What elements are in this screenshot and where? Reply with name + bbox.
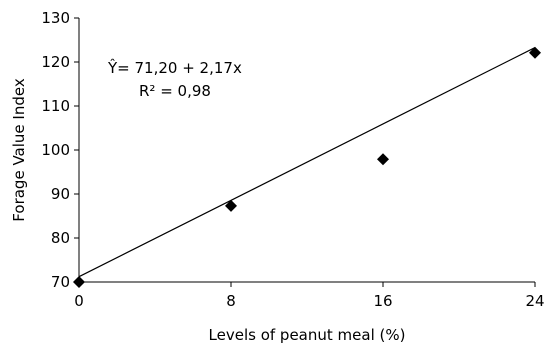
x-tick-label: 0 (74, 292, 84, 310)
y-tick-label: 70 (51, 273, 70, 291)
data-point-diamond (377, 153, 389, 166)
data-points (73, 46, 541, 288)
y-tick-label: 130 (41, 9, 70, 27)
y-tick-label: 110 (41, 97, 70, 115)
y-tick-label: 90 (51, 185, 70, 203)
y-tick-label: 100 (41, 141, 70, 159)
data-point-diamond (73, 276, 85, 288)
trendline (78, 47, 536, 278)
y-axis-title: Forage Value Index (10, 78, 28, 222)
x-tick-label: 16 (373, 292, 392, 310)
data-point-diamond (225, 199, 237, 212)
data-point-diamond (529, 46, 541, 59)
y-axis-ticks: 70 80 90 100 110 120 130 (41, 9, 79, 291)
y-tick-label: 120 (41, 53, 70, 71)
x-axis-ticks: 0 8 16 24 (74, 282, 545, 310)
x-tick-label: 24 (525, 292, 544, 310)
r-squared-label: R² = 0,98 (139, 82, 211, 100)
x-axis-title: Levels of peanut meal (%) (209, 326, 406, 344)
y-tick-label: 80 (51, 229, 70, 247)
x-tick-label: 8 (226, 292, 236, 310)
trendline-equation: Ŷ= 71,20 + 2,17x (107, 58, 242, 77)
